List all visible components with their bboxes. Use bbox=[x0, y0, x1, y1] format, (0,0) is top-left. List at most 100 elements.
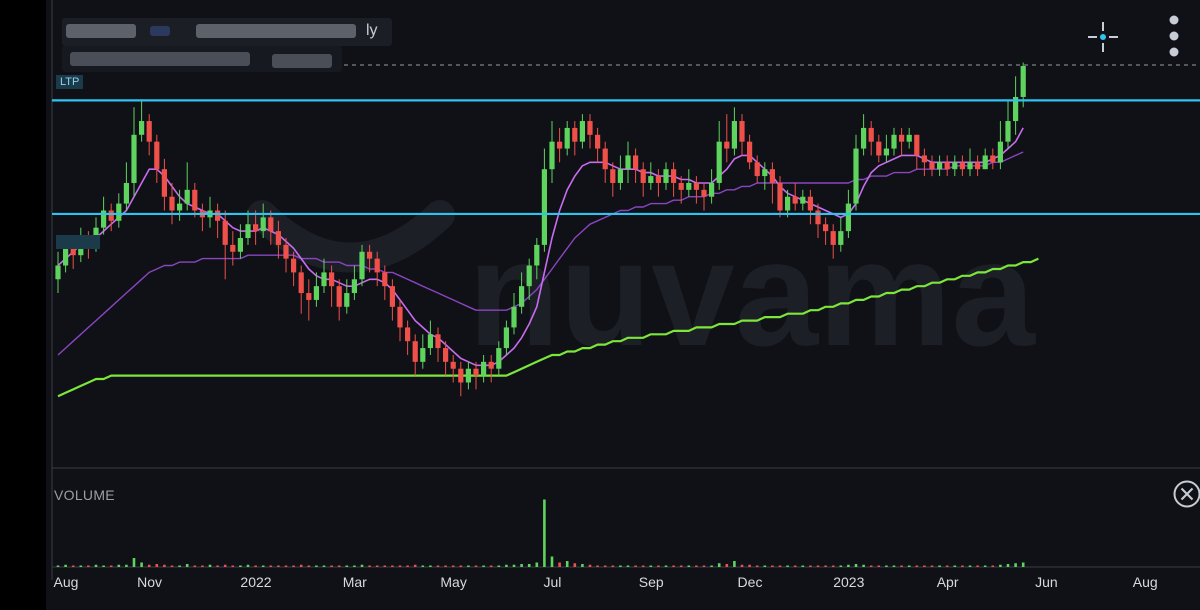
candle bbox=[519, 272, 525, 314]
volume-bar bbox=[109, 565, 113, 567]
volume-bar bbox=[1006, 564, 1010, 567]
redacted-change bbox=[272, 54, 332, 68]
candle-body bbox=[184, 189, 190, 204]
volume-bar bbox=[436, 565, 440, 567]
candle bbox=[534, 238, 540, 280]
candle-body bbox=[488, 361, 494, 369]
x-tick-label: Aug bbox=[53, 574, 79, 590]
candle-body bbox=[899, 134, 905, 142]
candle-body bbox=[169, 196, 175, 211]
more-vertical-icon[interactable] bbox=[1162, 14, 1186, 58]
volume-bar bbox=[915, 565, 919, 567]
candle bbox=[815, 203, 821, 238]
candle-body bbox=[625, 155, 631, 170]
volume-bar bbox=[489, 565, 493, 567]
candle-body bbox=[807, 196, 813, 211]
volume-bar bbox=[56, 565, 60, 567]
volume-bar bbox=[132, 558, 136, 567]
volume-bar bbox=[664, 565, 668, 567]
candle-body bbox=[982, 155, 988, 170]
volume-bar bbox=[801, 565, 805, 567]
candle-body bbox=[313, 286, 319, 300]
candle bbox=[465, 361, 471, 390]
candle bbox=[382, 265, 388, 300]
candle-body bbox=[237, 238, 243, 252]
volume-bar bbox=[748, 564, 751, 567]
volume-bar bbox=[847, 564, 850, 567]
x-tick-label: Sep bbox=[638, 574, 664, 590]
close-circle-icon[interactable] bbox=[1172, 479, 1200, 509]
candle bbox=[807, 189, 813, 225]
candle bbox=[260, 203, 266, 238]
candle-body bbox=[503, 327, 509, 349]
candle bbox=[359, 244, 365, 287]
volume-bar bbox=[216, 565, 219, 567]
candle-body bbox=[70, 248, 76, 256]
candle bbox=[564, 121, 570, 156]
volume-bar bbox=[687, 565, 691, 567]
volume-bar bbox=[482, 565, 485, 567]
crosshair-icon[interactable] bbox=[1086, 20, 1120, 54]
volume-bar bbox=[983, 565, 987, 567]
upper-level-tag: LTP bbox=[56, 75, 84, 89]
volume-bar bbox=[877, 565, 881, 567]
candle bbox=[116, 193, 122, 228]
volume-bar bbox=[824, 565, 827, 567]
candle bbox=[268, 210, 274, 245]
volume-bar bbox=[854, 564, 858, 567]
candle bbox=[929, 155, 935, 177]
candle bbox=[967, 148, 973, 177]
volume-bar bbox=[451, 565, 455, 567]
candle bbox=[701, 182, 707, 211]
candle-body bbox=[549, 141, 555, 170]
volume-bar bbox=[968, 565, 972, 567]
candle bbox=[526, 258, 532, 300]
candle bbox=[823, 217, 829, 245]
volume-bar bbox=[771, 565, 774, 567]
candle bbox=[473, 361, 479, 390]
candle bbox=[139, 100, 145, 142]
candle bbox=[488, 354, 494, 383]
candle-body bbox=[458, 368, 464, 383]
candle-body bbox=[435, 334, 441, 349]
candle-body bbox=[511, 306, 517, 328]
volume-bar bbox=[535, 562, 539, 567]
candle bbox=[329, 265, 335, 307]
candle bbox=[625, 141, 631, 183]
volume-bar bbox=[945, 565, 949, 567]
volume-bar bbox=[976, 565, 979, 567]
redacted-symbol bbox=[66, 24, 136, 38]
candle bbox=[108, 203, 114, 232]
volume-bar bbox=[360, 564, 364, 567]
candle-body bbox=[519, 286, 525, 307]
candle-body bbox=[830, 231, 836, 245]
candle bbox=[222, 210, 228, 280]
volume-bar bbox=[337, 565, 341, 567]
candle-body bbox=[473, 368, 479, 376]
redacted-badge bbox=[150, 26, 170, 36]
candle-body bbox=[937, 162, 943, 170]
candle bbox=[427, 320, 433, 355]
candle bbox=[184, 162, 190, 211]
candle bbox=[906, 127, 912, 149]
volume-bar bbox=[725, 564, 729, 567]
volume-bar bbox=[185, 564, 189, 567]
candle-body bbox=[617, 169, 623, 183]
candle bbox=[207, 196, 213, 228]
candle-body bbox=[800, 196, 806, 204]
volume-bar bbox=[527, 564, 531, 567]
candle-body bbox=[731, 121, 737, 149]
candle-body bbox=[640, 169, 646, 183]
volume-bar bbox=[603, 565, 607, 567]
x-tick-label: 2022 bbox=[240, 574, 272, 590]
candle bbox=[123, 162, 129, 211]
candle-body bbox=[329, 272, 335, 287]
volume-bar bbox=[634, 565, 637, 567]
volume-bar bbox=[953, 565, 957, 567]
candle bbox=[952, 155, 958, 177]
candle-body bbox=[686, 182, 692, 190]
candle bbox=[579, 114, 585, 149]
x-tick-label: Dec bbox=[737, 574, 763, 590]
volume-bar bbox=[733, 561, 736, 567]
